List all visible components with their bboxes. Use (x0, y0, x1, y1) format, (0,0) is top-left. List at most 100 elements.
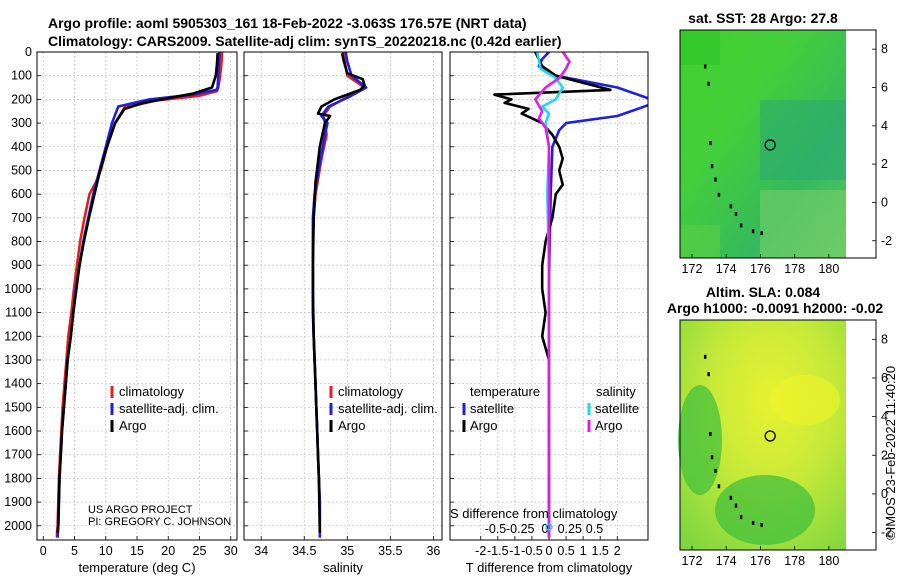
map-x-tick-label: 180 (818, 262, 839, 276)
axes-box (36, 51, 238, 541)
y-tick-label: 2000 (4, 519, 32, 533)
island (739, 223, 743, 228)
map-x-tick-label: 176 (750, 262, 771, 276)
island (710, 455, 714, 460)
salinity-legend: climatology satellite-adj. clim. Argo (329, 384, 438, 433)
y-tick-label: 1400 (4, 377, 32, 391)
island (760, 522, 763, 527)
sla-map: 172 174 176 178 180 8 6 4 2 0 -2 (678, 319, 892, 568)
x-tick-label: 20 (161, 544, 175, 558)
sla-map-subtitle: Argo h1000: -0.0091 h2000: -0.02 (667, 300, 884, 316)
argo-location-marker (764, 139, 776, 151)
y-tick-label: 300 (11, 116, 32, 130)
legend-climatology-label: climatology (119, 384, 185, 399)
salinity-axes: 34 34.5 35 35.5 36 (243, 51, 443, 558)
map-y-tick-label: 8 (881, 332, 888, 346)
island (729, 495, 733, 500)
map-x-tick-label: 172 (682, 554, 703, 568)
sst-patch (680, 30, 720, 65)
sla-low-patch (678, 385, 722, 495)
y-tick-label: 1800 (4, 471, 32, 485)
figure-title-line2: Climatology: CARS2009. Satellite-adj cli… (48, 33, 562, 49)
legend-argo-label: Argo (119, 418, 146, 433)
map-x-tick-label: 174 (716, 554, 737, 568)
project-name: US ARGO PROJECT (88, 504, 193, 516)
map-x-tick-label: 174 (716, 262, 737, 276)
x-tick-label: 0 (40, 544, 47, 558)
map-y-tick-label: 0 (881, 487, 888, 501)
map-x-tick-label: 178 (784, 554, 805, 568)
x-tick-label: 15 (130, 544, 144, 558)
y-tick-label: 1100 (5, 306, 32, 320)
island (729, 204, 733, 209)
island (710, 164, 714, 169)
legend-s-argo-label: Argo (595, 418, 622, 433)
map-x-tick-label: 180 (818, 554, 839, 568)
x2-tick-label: 0 (542, 522, 549, 536)
x-tick-label: -0.5 (521, 544, 543, 558)
imos-watermark: ©IMOS 23-Feb-2022 11:40:20 (883, 366, 898, 540)
map-y-tick-label: 0 (881, 195, 888, 209)
island (714, 177, 717, 182)
y-tick-label: 800 (11, 235, 32, 249)
y-tick-label: 1500 (4, 400, 32, 414)
x-tick-label: 0.5 (557, 544, 574, 558)
island (703, 354, 707, 359)
map-frame (679, 29, 877, 259)
map-frame (679, 319, 877, 551)
legend-temperature-header: temperature (470, 384, 540, 399)
series-line-argo (56, 53, 219, 534)
y-tick-label: 1300 (4, 353, 32, 367)
island (734, 503, 738, 508)
legend-satellite-label: satellite-adj. clim. (338, 401, 438, 416)
x-tick-label: 5 (71, 544, 78, 558)
t-difference-xlabel: T difference from climatology (466, 560, 633, 575)
sst-patch (760, 100, 846, 180)
island (751, 521, 755, 526)
y-tick-label: 100 (11, 69, 32, 83)
x2-tick-label: 0.25 (558, 522, 582, 536)
x-tick-label: 30 (224, 544, 238, 558)
sst-map: 172 174 176 178 180 8 6 4 2 0 -2 (679, 29, 892, 276)
island (717, 192, 721, 197)
x-tick-label: -2 (475, 544, 486, 558)
map-y-tick-label: 4 (881, 410, 888, 424)
y-tick-label: 400 (11, 140, 32, 154)
map-y-tick-label: 6 (881, 371, 888, 385)
sla-high-patch (770, 375, 840, 425)
x-tick-label: 34.5 (292, 544, 316, 558)
axes-box (449, 51, 649, 541)
map-x-tick-label: 176 (750, 554, 771, 568)
sst-nodata (846, 30, 876, 258)
island (760, 231, 763, 236)
x-tick-label: 1 (580, 544, 587, 558)
y-tick-label: 1700 (4, 448, 32, 462)
x-tick-label: 10 (99, 544, 113, 558)
legend-t-argo-label: Argo (470, 418, 497, 433)
island (709, 141, 712, 146)
x-tick-label: 34 (254, 544, 268, 558)
x2-tick-label: -0.25 (506, 522, 535, 536)
sst-map-title: sat. SST: 28 Argo: 27.8 (688, 10, 838, 26)
x2-tick-label: -0.5 (485, 522, 507, 536)
x2-tick-label: 0.5 (586, 522, 603, 536)
plot-area (244, 52, 442, 540)
y-tick-label: 0 (25, 45, 32, 59)
island (703, 64, 707, 69)
y-tick-label: 900 (11, 258, 32, 272)
salinity-xlabel: salinity (323, 560, 363, 575)
island (734, 212, 738, 217)
series-line-temperature-argo (493, 52, 612, 538)
map-y-tick-label: 2 (881, 157, 888, 171)
island (709, 432, 712, 437)
y-tick-label: 600 (11, 187, 32, 201)
map-y-tick-label: -2 (881, 234, 892, 248)
x-tick-label: 2 (614, 544, 621, 558)
project-pi: PI: GREGORY C. JOHNSON (88, 516, 231, 528)
difference-legend: temperature salinity satellite Argo sate… (462, 384, 639, 433)
temperature-legend: climatology satellite-adj. clim. Argo (110, 384, 219, 433)
argo-location-marker (764, 430, 776, 442)
island (739, 515, 743, 520)
axes-box (243, 51, 443, 541)
